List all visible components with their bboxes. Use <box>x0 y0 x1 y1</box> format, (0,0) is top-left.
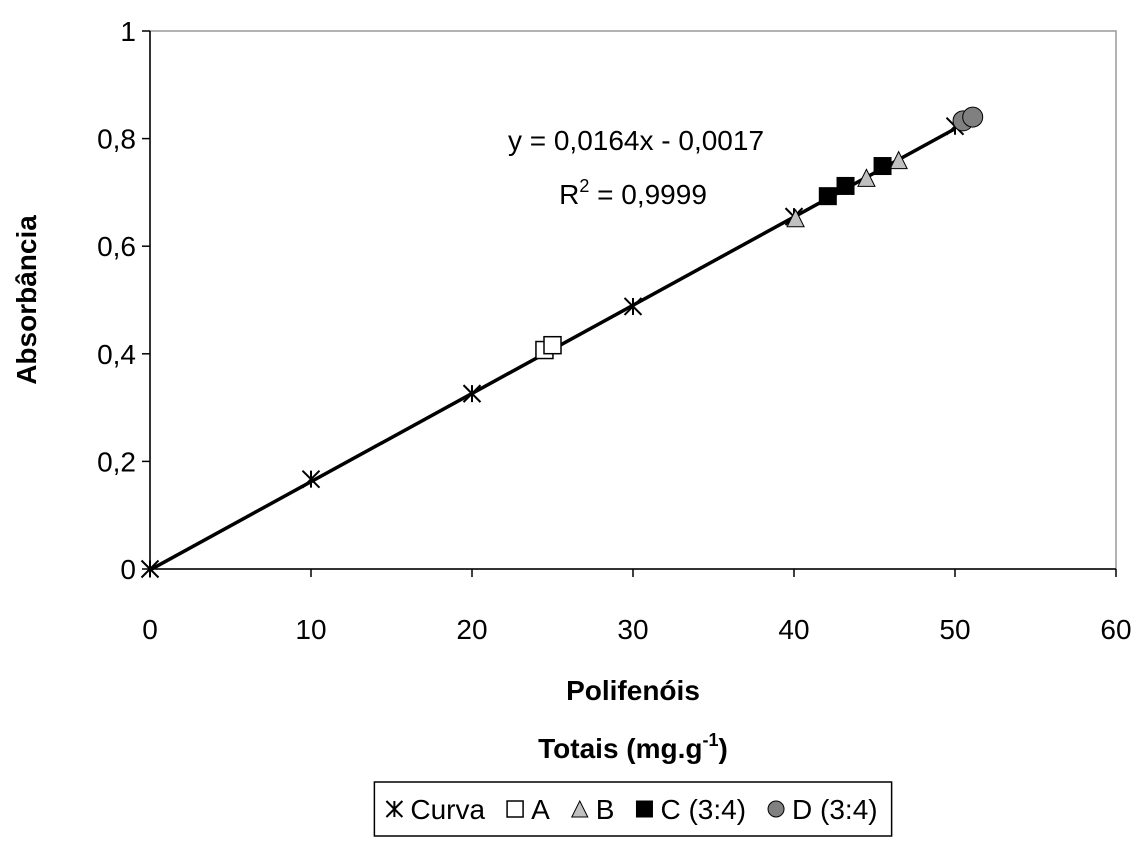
point <box>962 106 984 128</box>
point <box>543 335 562 355</box>
x-tick-label: 0 <box>142 614 158 645</box>
point <box>623 297 643 316</box>
point <box>836 176 855 195</box>
trend-r2: R2 = 0,9999 <box>559 176 707 210</box>
legend-marker <box>767 800 785 818</box>
x-tick-label: 40 <box>778 614 809 645</box>
r2-rest: = 0,9999 <box>589 179 707 210</box>
y-tick-label: 0,6 <box>97 231 136 262</box>
y-tick-label: 0,2 <box>97 446 136 477</box>
point <box>786 208 805 228</box>
x-axis-label-text: Totais (mg.g <box>538 733 702 764</box>
legend <box>373 781 893 837</box>
legend-label: D (3:4) <box>792 794 878 825</box>
point <box>462 384 482 403</box>
legend-marker <box>635 800 653 818</box>
legend-marker <box>506 800 524 818</box>
point <box>301 469 321 489</box>
point <box>889 150 908 170</box>
x-axis-label: Totais (mg.g-1) <box>538 730 728 764</box>
r2-sup: 2 <box>579 176 589 196</box>
legend-label: Curva <box>410 794 485 825</box>
legend-marker <box>570 799 589 818</box>
point <box>873 157 892 176</box>
point <box>140 559 160 579</box>
r2-base: R <box>559 179 579 210</box>
point <box>857 168 876 187</box>
x-tick-label: 10 <box>295 614 326 645</box>
y-tick-label: 0,8 <box>97 124 136 155</box>
y-tick-label: 0,4 <box>97 339 136 370</box>
x-axis-label: Polifenóis <box>566 675 700 706</box>
x-tick-label: 20 <box>456 614 487 645</box>
x-tick-label: 60 <box>1100 614 1131 645</box>
y-axis-label: Absorbância <box>11 215 42 385</box>
x-axis-label-text: ) <box>719 733 728 764</box>
x-axis-label-sup: -1 <box>703 730 719 750</box>
y-tick-label: 0 <box>120 554 136 585</box>
x-tick-label: 30 <box>617 614 648 645</box>
legend-label: A <box>531 794 550 825</box>
legend-label: C (3:4) <box>660 794 746 825</box>
trend-equation: y = 0,0164x - 0,0017 <box>508 125 764 156</box>
x-tick-label: 50 <box>939 614 970 645</box>
legend-label: B <box>596 794 615 825</box>
point <box>818 187 837 206</box>
y-tick-label: 1 <box>120 16 136 47</box>
legend-marker <box>385 800 404 818</box>
